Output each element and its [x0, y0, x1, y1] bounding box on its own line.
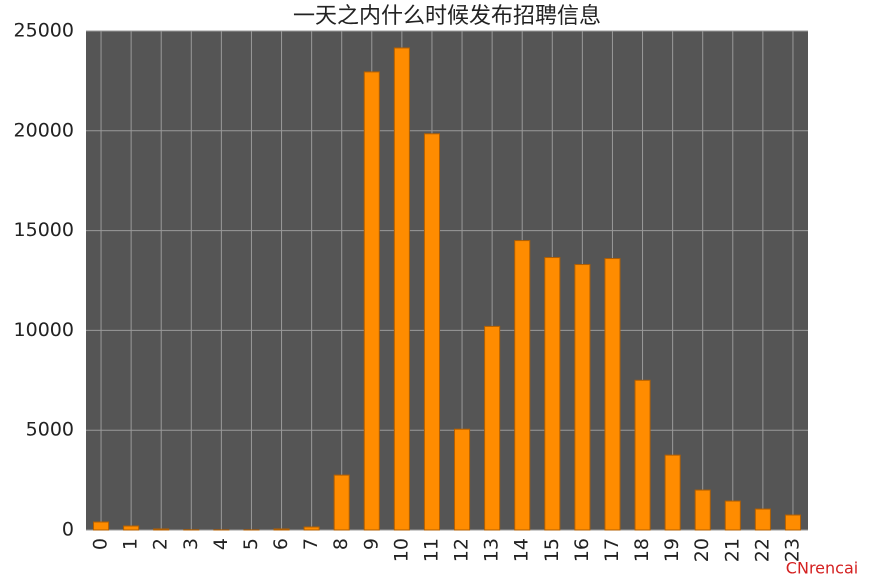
bar: [484, 325, 501, 531]
x-tick-label: 9: [360, 538, 382, 550]
x-tick-label: 16: [571, 538, 593, 562]
chart-title: 一天之内什么时候发布招聘信息: [293, 4, 601, 29]
x-tick-label: 19: [661, 538, 683, 562]
x-tick-label: 23: [781, 538, 803, 562]
bar: [273, 528, 290, 531]
x-tick-label: 1: [120, 538, 142, 550]
x-tick-label: 11: [420, 538, 442, 562]
bar: [694, 489, 711, 531]
y-tick-label: 0: [62, 519, 74, 541]
x-tick-label: 5: [240, 538, 262, 550]
y-tick-label: 15000: [14, 219, 74, 241]
bar: [544, 257, 561, 531]
bar: [664, 454, 681, 531]
bar: [574, 264, 591, 531]
bar: [153, 528, 170, 531]
x-tick-label: 20: [691, 538, 713, 562]
bar: [333, 474, 350, 531]
watermark: CNrencai: [786, 559, 858, 578]
x-tick-label: 14: [511, 538, 533, 562]
x-tick-label: 3: [180, 538, 202, 550]
bar: [423, 133, 440, 531]
bar: [754, 508, 771, 531]
y-tick-label: 10000: [14, 319, 74, 341]
x-tick-label: 17: [601, 538, 623, 562]
x-tick-label: 12: [451, 538, 473, 562]
bar: [604, 258, 621, 531]
bar: [784, 514, 801, 531]
bar: [514, 240, 531, 531]
x-tick-label: 8: [330, 538, 352, 550]
x-tick-label: 10: [390, 538, 412, 562]
x-tick-label: 15: [541, 538, 563, 562]
x-tick-label: 18: [631, 538, 653, 562]
y-tick-label: 5000: [26, 419, 74, 441]
x-tick-label: 7: [300, 538, 322, 550]
y-tick-label: 25000: [14, 20, 74, 42]
y-tick-label: 20000: [14, 119, 74, 141]
x-tick-label: 0: [90, 538, 112, 550]
bar: [363, 71, 380, 531]
bar: [93, 521, 110, 531]
bar: [634, 379, 651, 531]
x-tick-label: 22: [751, 538, 773, 562]
bar: [123, 525, 140, 531]
x-tick-label: 2: [150, 538, 172, 550]
x-tick-label: 13: [481, 538, 503, 562]
bar: [303, 526, 320, 531]
plot-area: [86, 31, 808, 530]
x-tick-label: 21: [721, 538, 743, 562]
x-tick-label: 6: [270, 538, 292, 550]
bar: [724, 500, 741, 531]
x-tick-label: 4: [210, 538, 232, 550]
bar: [393, 47, 410, 531]
bar: [454, 428, 471, 531]
